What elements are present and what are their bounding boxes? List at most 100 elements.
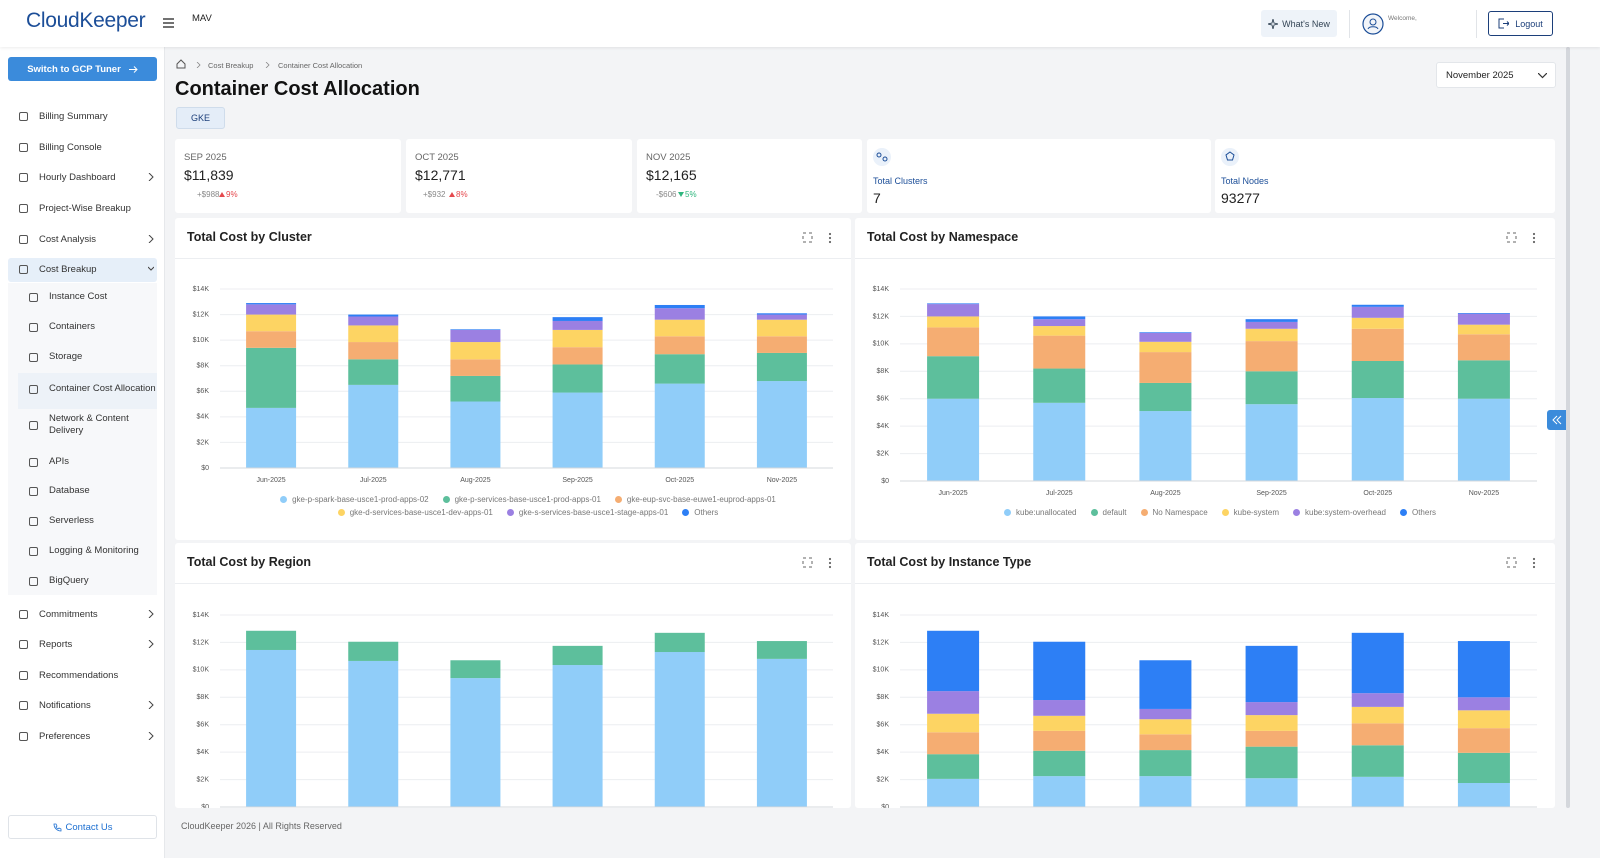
bar-segment[interactable] [1351,706,1404,724]
bar-segment[interactable] [1457,641,1510,698]
bar-segment[interactable] [1139,332,1192,342]
bar-segment[interactable] [1139,734,1192,751]
bar-segment[interactable] [1457,334,1510,361]
legend-item[interactable]: No Namespace [1140,508,1208,517]
bar-segment[interactable] [1139,382,1192,412]
nav-item[interactable]: Commitments [18,604,158,624]
bar-segment[interactable] [654,652,705,807]
expand-icon[interactable] [1506,557,1517,568]
bar-segment[interactable] [1033,776,1086,807]
bar-segment[interactable] [348,325,399,343]
bar-segment[interactable] [1033,750,1086,777]
nav-label[interactable]: Billing Summary [39,110,108,122]
nav-subitem[interactable]: Logging & Monitoring [28,541,156,561]
nav-label[interactable]: Hourly Dashboard [39,171,116,183]
bar-segment[interactable] [1351,632,1404,694]
bar-segment[interactable] [1033,641,1086,701]
nav-label[interactable]: Database [49,484,90,496]
nav-item[interactable]: Hourly Dashboard [18,167,158,187]
nav-label[interactable]: Instance Cost [49,290,108,302]
bar-segment[interactable] [1139,411,1192,481]
legend-label[interactable]: default [1102,508,1127,517]
breadcrumb-item[interactable]: Cost Breakup [208,61,254,70]
nav-label[interactable]: Reports [39,638,73,650]
bar-segment[interactable] [1457,313,1510,314]
nav-label[interactable]: BigQuery [49,574,89,586]
nav-label[interactable]: Cost Breakup [39,263,97,275]
nav-subitem[interactable]: Instance Cost [28,287,156,307]
bar-segment[interactable] [756,658,807,807]
contact-label[interactable]: Contact Us [65,821,113,833]
legend-label[interactable]: gke-p-spark-base-usce1-prod-apps-02 [292,495,429,504]
nav-label[interactable]: Commitments [39,608,98,620]
scrollbar[interactable] [1566,47,1570,808]
legend-item[interactable]: gke-eup-svc-base-euwe1-euprod-apps-01 [614,495,776,504]
chart-tools[interactable] [1505,556,1545,570]
logout-button[interactable]: Logout [1488,11,1553,36]
bar-segment[interactable] [1351,398,1404,481]
nav-label[interactable]: Project-Wise Breakup [39,202,131,214]
bar-segment[interactable] [654,304,705,309]
bar-segment[interactable] [1245,715,1298,731]
bar-segment[interactable] [654,308,705,320]
bar-segment[interactable] [1033,368,1086,403]
legend-item[interactable]: gke-p-services-base-usce1-prod-apps-01 [442,495,601,504]
nav-label[interactable]: Notifications [39,699,91,711]
bar-segment[interactable] [756,641,807,659]
bar-segment[interactable] [927,754,980,779]
month-label[interactable]: November 2025 [1446,70,1514,81]
nav-subitem[interactable]: Containers [28,317,156,337]
menu-dot[interactable] [1532,240,1536,244]
legend-label[interactable]: No Namespace [1152,508,1208,517]
bar-segment[interactable] [348,660,399,807]
tab[interactable]: GKE [176,107,225,129]
bar-segment[interactable] [1351,328,1404,361]
bar-segment[interactable] [1457,360,1510,399]
bar-segment[interactable] [927,630,980,692]
avatar[interactable] [1362,13,1384,35]
bar-segment[interactable] [246,407,297,468]
expand-icon[interactable] [1506,232,1517,243]
bar-segment[interactable] [654,336,705,355]
bar-segment[interactable] [927,398,980,481]
menu-dot[interactable] [1532,561,1536,565]
menu-dot[interactable] [1532,232,1536,236]
expand-icon[interactable] [802,557,813,568]
menu-dot[interactable] [828,557,832,561]
bar-segment[interactable] [1139,750,1192,777]
nav-item[interactable]: Cost Analysis [18,229,158,249]
bar-segment[interactable] [348,641,399,661]
bar-segment[interactable] [246,649,297,807]
menu-icon[interactable] [163,18,174,28]
bar-segment[interactable] [348,314,399,317]
switch-label[interactable]: Switch to GCP Tuner [27,63,121,75]
bar-segment[interactable] [1245,341,1298,372]
bar-segment[interactable] [756,381,807,468]
menu-dot[interactable] [1532,565,1536,569]
switch-button[interactable]: Switch to GCP Tuner [8,57,157,81]
bar-segment[interactable] [246,303,297,305]
bar-segment[interactable] [1245,778,1298,807]
legend-item[interactable]: gke-d-services-base-usce1-dev-apps-01 [337,508,493,517]
bar-segment[interactable] [1457,324,1510,335]
bar-segment[interactable] [1139,719,1192,735]
bar-segment[interactable] [1139,776,1192,807]
nav-label[interactable]: Recommendations [39,669,119,681]
bar-segment[interactable] [1245,328,1298,342]
legend-label[interactable]: gke-p-services-base-usce1-prod-apps-01 [454,495,601,504]
bar-segment[interactable] [1457,752,1510,783]
nav-label[interactable]: Logging & Monitoring [49,544,139,556]
bar-segment[interactable] [246,304,297,315]
bar-segment[interactable] [1033,335,1086,369]
legend-label[interactable]: Others [1411,508,1436,517]
menu-dot[interactable] [828,240,832,244]
bar-segment[interactable] [927,304,980,317]
bar-segment[interactable] [246,347,297,408]
bar-segment[interactable] [1245,645,1298,703]
legend-label[interactable]: kube:unallocated [1016,508,1077,517]
bar-segment[interactable] [246,314,297,332]
legend-item[interactable]: gke-p-spark-base-usce1-prod-apps-02 [280,495,429,504]
whats-new-label[interactable]: What's New [1282,18,1330,29]
bar-segment[interactable] [1033,730,1086,751]
bar-segment[interactable] [348,316,399,326]
